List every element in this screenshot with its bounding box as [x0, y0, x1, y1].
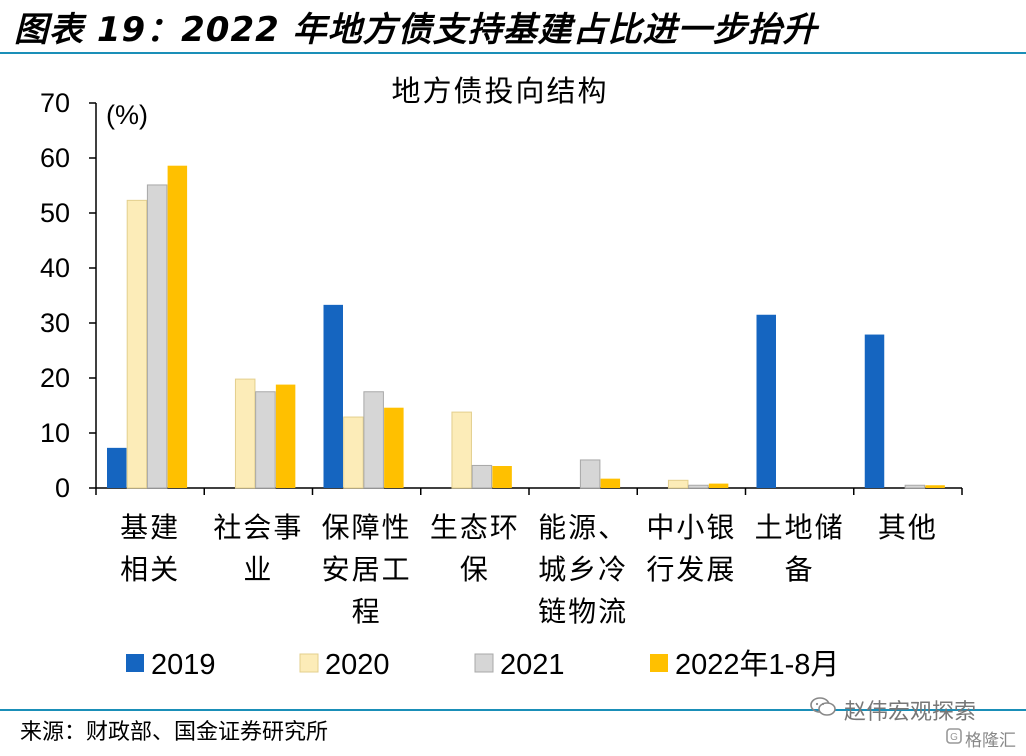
legend-label-2019: 2019	[151, 649, 216, 681]
bar-2022年1-8月	[492, 466, 512, 488]
bar-2019	[107, 447, 127, 488]
bar-2021	[579, 459, 601, 489]
bar-2020	[451, 411, 472, 489]
svg-text:G: G	[950, 732, 958, 743]
chart-title: 地方债投向结构	[391, 75, 608, 108]
x-category-label: 土地储	[755, 512, 845, 543]
x-category-label: 其他	[878, 512, 938, 543]
y-tick-label: 50	[40, 198, 70, 228]
watermark-sub: G 格隆汇	[946, 726, 1016, 751]
bar-2022年1-8月	[384, 407, 404, 488]
y-tick-label: 30	[40, 308, 70, 338]
legend-swatch-2021	[474, 653, 494, 673]
bar-2022年1-8月	[600, 478, 621, 488]
bar-2020	[343, 416, 364, 489]
bar-2021	[688, 484, 709, 489]
source-note: 来源：财政部、国金证券研究所	[20, 720, 329, 745]
bar-2022年1-8月	[708, 483, 729, 488]
y-tick-label: 60	[40, 143, 70, 173]
legend-label-2020: 2020	[325, 649, 390, 681]
legend-swatch-2022年1-8月	[650, 654, 668, 672]
x-category-label: 能源、	[538, 512, 628, 543]
bar-2021	[363, 391, 384, 489]
bar-2021	[904, 484, 926, 489]
x-category-label: 城乡冷	[538, 554, 628, 585]
legend-label-2022年1-8月: 2022年1-8月	[675, 648, 839, 681]
x-category-label: 基建	[120, 512, 180, 543]
gelonghui-logo-icon: G	[946, 728, 962, 749]
watermark-text: 赵伟宏观探索	[844, 700, 977, 725]
wechat-icon	[810, 696, 836, 724]
y-tick-label: 20	[40, 363, 70, 393]
figure-title: 图表 19：2022 年地方债支持基建占比进一步抬升	[14, 10, 818, 50]
x-category-label: 备	[785, 554, 815, 585]
y-axis-unit-label: (%)	[106, 100, 148, 130]
legend-swatch-2019	[126, 654, 144, 672]
bar-2020	[126, 199, 148, 489]
x-category-label: 保	[460, 554, 490, 585]
y-tick-label: 0	[55, 473, 70, 503]
y-tick-label: 70	[40, 88, 70, 118]
bar-2019	[756, 314, 776, 488]
x-category-label: 保障性	[322, 512, 412, 543]
bar-2021	[471, 464, 493, 489]
watermark: 赵伟宏观探索	[810, 694, 976, 726]
y-tick-label: 40	[40, 253, 70, 283]
bar-2020	[667, 479, 689, 489]
bar-2020	[234, 378, 256, 489]
bar-2022年1-8月	[167, 165, 188, 488]
watermark-sub-text: 格隆汇	[965, 731, 1016, 751]
x-category-label: 行发展	[646, 554, 736, 585]
bar-2019	[864, 334, 885, 488]
x-category-label: 社会事	[213, 512, 303, 543]
x-category-label: 安居工	[322, 554, 412, 585]
header-rule	[0, 52, 1026, 54]
footer-rule	[0, 709, 1026, 711]
bar-2021	[255, 391, 276, 489]
x-category-label: 相关	[120, 554, 180, 585]
bar-2022年1-8月	[925, 485, 945, 488]
x-category-label: 程	[352, 596, 382, 627]
legend-label-2021: 2021	[500, 649, 565, 681]
x-category-label: 业	[243, 554, 273, 585]
x-category-label: 链物流	[538, 596, 628, 627]
bar-2021	[146, 184, 168, 489]
bar-2022年1-8月	[275, 384, 296, 488]
x-category-label: 中小银	[646, 512, 736, 543]
y-tick-label: 10	[40, 418, 70, 448]
legend-swatch-2020	[299, 653, 319, 673]
bar-2019	[323, 304, 343, 488]
x-category-label: 生态环	[430, 512, 520, 543]
